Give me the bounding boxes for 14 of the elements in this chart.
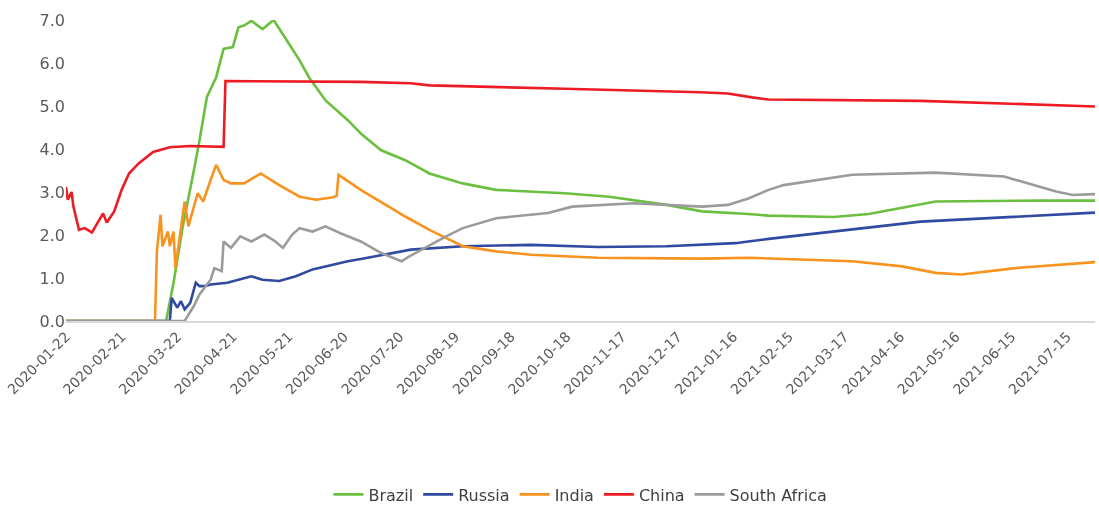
legend-label: China	[638, 485, 685, 505]
y-tick-label: 4.0	[39, 139, 65, 159]
y-tick-label: 0.0	[39, 311, 65, 331]
y-tick-label: 1.0	[39, 268, 65, 288]
legend-label: South Africa	[729, 485, 827, 505]
y-tick-label: 3.0	[39, 182, 65, 202]
legend-label: India	[554, 485, 594, 505]
y-tick-label: 2.0	[39, 225, 65, 245]
legend-label: Russia	[458, 485, 510, 505]
y-tick-label: 6.0	[39, 53, 65, 73]
y-tick-label: 7.0	[39, 10, 65, 30]
line-series	[66, 79, 1095, 234]
y-tick-label: 5.0	[39, 96, 65, 116]
legend-label: Brazil	[368, 485, 414, 505]
